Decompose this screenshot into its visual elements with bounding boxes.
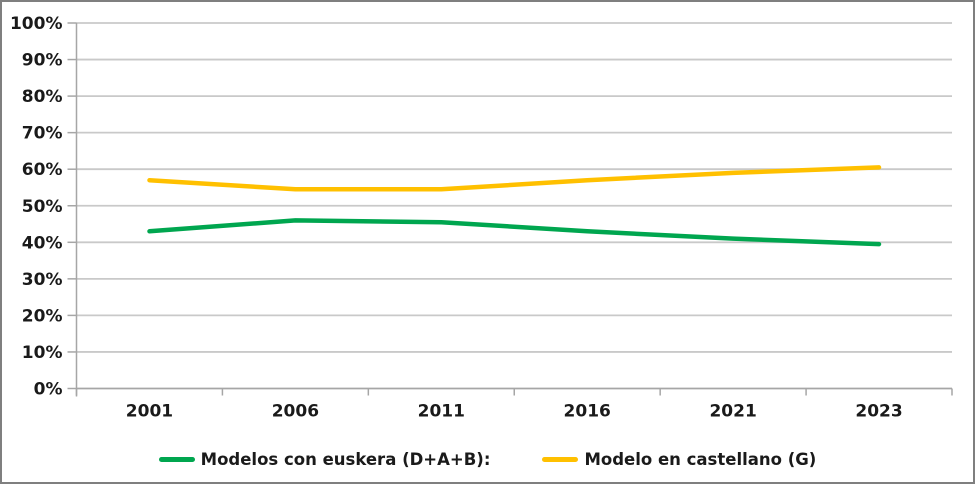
legend: Modelos con euskera (D+A+B): Modelo en c… <box>2 450 973 469</box>
y-tick-label: 20% <box>22 306 63 326</box>
y-tick-label: 10% <box>22 343 63 363</box>
y-tick-label: 50% <box>22 197 63 217</box>
x-tick-label: 2011 <box>418 402 465 422</box>
y-tick-label: 40% <box>22 233 63 253</box>
legend-item-euskera: Modelos con euskera (D+A+B): <box>158 450 491 469</box>
x-tick-label: 2021 <box>709 402 756 422</box>
y-tick-label: 80% <box>22 87 63 107</box>
x-tick-label: 2001 <box>126 402 173 422</box>
y-tick-label: 30% <box>22 270 63 290</box>
legend-swatch-euskera-icon <box>158 457 195 462</box>
x-tick-label: 2006 <box>272 402 319 422</box>
legend-swatch-castellano-icon <box>542 457 579 462</box>
x-tick-label: 2016 <box>564 402 611 422</box>
series-line-0 <box>147 218 882 247</box>
legend-item-castellano: Modelo en castellano (G) <box>542 450 816 469</box>
legend-label-castellano: Modelo en castellano (G) <box>584 450 817 469</box>
series-line-1 <box>147 165 882 192</box>
y-tick-label: 90% <box>22 51 63 71</box>
legend-label-euskera: Modelos con euskera (D+A+B): <box>200 450 491 469</box>
y-tick-label: 100% <box>10 14 63 34</box>
y-tick-label: 0% <box>34 380 63 400</box>
y-tick-label: 60% <box>22 160 63 180</box>
x-tick-label: 2023 <box>855 402 902 422</box>
y-tick-label: 70% <box>22 124 63 144</box>
